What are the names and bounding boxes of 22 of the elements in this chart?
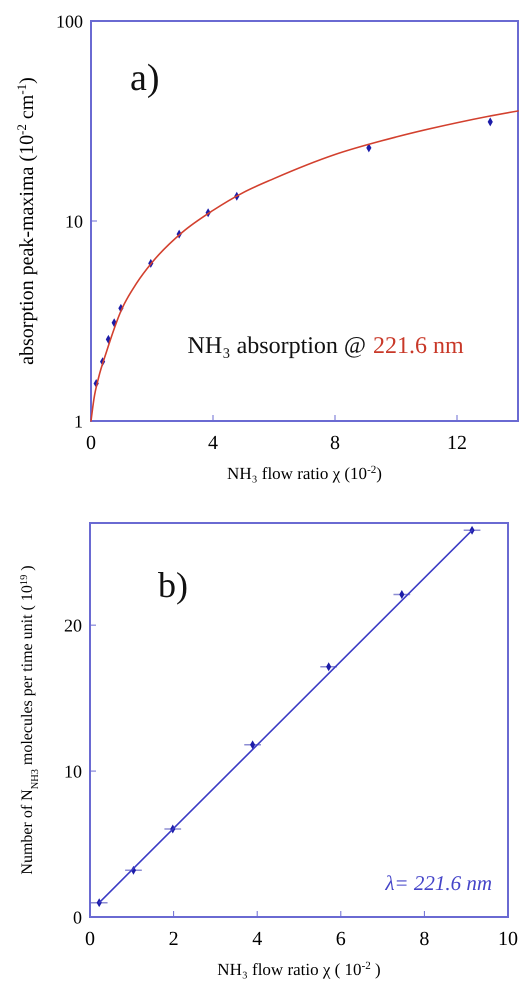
y-tick-label: 20: [64, 615, 82, 636]
annotation: NH₃ absorption @: [188, 333, 366, 359]
annotation: 221.6 nm: [373, 333, 464, 359]
x-tick-label: 4: [208, 432, 218, 454]
line-series: [90, 110, 519, 422]
x-axis-title: NH₃ flow ratio χ ( 10$^{-2}$ ): [217, 960, 381, 979]
x-tick-label: 8: [419, 928, 430, 950]
x-tick-label: 4: [252, 928, 262, 950]
y-tick-label: 10: [65, 211, 83, 232]
annotation: λ= 221.6 nm: [384, 871, 492, 895]
x-axis-title: NH₃ flow ratio χ (10$^{-2}$): [227, 464, 382, 483]
x-tick-label: 8: [330, 432, 340, 454]
x-tick-label: 10: [498, 928, 518, 950]
x-tick-label: 6: [336, 928, 346, 950]
annotation: a): [130, 57, 160, 99]
annotation: b): [158, 565, 188, 605]
y-tick-label: 1: [74, 411, 83, 432]
y-tick-label: 100: [56, 11, 83, 32]
y-tick-label: 10: [64, 761, 82, 782]
x-tick-label: 12: [447, 432, 467, 454]
y-tick-label: 0: [73, 907, 82, 928]
x-tick-label: 2: [168, 928, 179, 950]
